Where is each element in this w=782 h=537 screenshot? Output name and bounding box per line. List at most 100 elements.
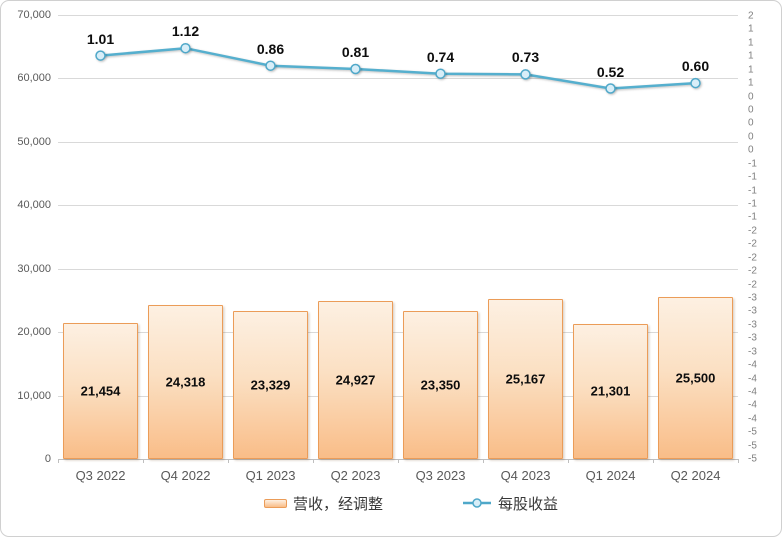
line-value-label: 0.86 (256, 40, 285, 57)
legend-label-eps: 每股收益 (498, 496, 559, 513)
right-axis-tick-label: -1 (748, 185, 757, 196)
bar (403, 310, 478, 459)
right-axis-tick-label: 1 (748, 64, 754, 76)
bar (233, 311, 308, 459)
gridline (58, 395, 738, 397)
right-axis-tick-label: 2 (748, 10, 754, 22)
x-axis-label: Q2 2023 (330, 468, 381, 483)
line-marker (180, 42, 191, 54)
right-axis-tick-label: -4 (748, 359, 757, 371)
right-axis-tick-label: 0 (748, 91, 754, 102)
x-axis-tick-mark (738, 459, 739, 463)
bar-value-label: 24,927 (335, 372, 376, 388)
bar-swatch-icon (264, 498, 287, 508)
line-marker-swatch-icon (463, 498, 491, 508)
right-axis-tick-label: -4 (748, 373, 757, 384)
left-axis-tick-label: 70,000 (17, 9, 51, 21)
x-axis-label: Q3 2023 (415, 468, 466, 483)
right-axis-tick-label: -1 (748, 198, 757, 210)
right-axis-tick-label: -3 (748, 332, 757, 344)
x-axis-tick-mark (568, 459, 569, 463)
bar (148, 304, 223, 459)
right-axis-tick-label: 1 (748, 77, 754, 89)
line-value-label: 1.01 (86, 30, 115, 47)
gridline (58, 205, 738, 207)
x-axis-label: Q1 2024 (585, 468, 636, 483)
right-axis-tick-label: -3 (748, 305, 757, 317)
line-value-label: 1.12 (171, 23, 200, 40)
x-axis-tick-mark (313, 459, 314, 463)
legend-label-revenue: 营收，经调整 (293, 496, 384, 513)
right-axis-tick-label: 1 (748, 37, 754, 49)
right-axis-tick-label: -1 (748, 211, 757, 223)
right-axis-tick-label: -2 (748, 265, 757, 277)
x-axis-label: Q4 2023 (500, 468, 551, 483)
bar (573, 323, 648, 459)
gridline (58, 332, 738, 334)
right-axis-tick-label: -3 (748, 346, 757, 358)
x-axis-label: Q2 2024 (670, 468, 721, 483)
left-axis-tick-label: 30,000 (17, 262, 51, 275)
bar-value-label: 23,350 (420, 377, 461, 393)
left-axis-tick-label: 50,000 (17, 135, 51, 148)
x-axis-label: Q1 2023 (245, 468, 296, 483)
x-axis-label: Q3 2022 (75, 468, 126, 483)
right-axis-tick-label: -2 (748, 238, 757, 250)
line-marker (690, 77, 701, 89)
right-axis-tick-label: 0 (748, 117, 754, 129)
gridline (58, 268, 738, 270)
right-axis-tick-label: -2 (748, 252, 757, 264)
bar-value-label: 21,301 (590, 383, 631, 399)
right-axis-tick-label: 0 (748, 104, 754, 116)
right-axis-tick-label: -3 (748, 319, 757, 331)
bar-value-label: 24,318 (165, 374, 206, 390)
x-axis-tick-mark (398, 459, 399, 463)
x-axis-label: Q4 2022 (160, 468, 211, 483)
legend-item-eps: 每股收益 (462, 493, 558, 513)
bar (658, 297, 733, 459)
left-axis-tick-label: 60,000 (17, 72, 51, 85)
right-axis-tick-label: 1 (748, 50, 754, 62)
bar-value-label: 25,500 (675, 370, 716, 386)
right-axis-tick-label: 1 (748, 23, 754, 35)
left-axis-tick-label: 0 (44, 453, 51, 465)
x-axis-tick-mark (143, 459, 144, 463)
line-marker (265, 60, 276, 71)
legend-item-revenue: 营收，经调整 (264, 493, 383, 513)
left-axis-tick-label: 10,000 (17, 389, 51, 402)
bar-value-label: 25,167 (505, 371, 546, 387)
line-value-label: 0.74 (426, 48, 455, 65)
bar-value-label: 23,329 (250, 377, 291, 393)
line-value-label: 0.52 (596, 63, 625, 80)
right-axis-tick-label: -4 (748, 413, 757, 425)
x-axis-tick-mark (58, 459, 59, 463)
line-marker (435, 68, 446, 79)
right-axis-tick-label: -5 (748, 426, 757, 438)
bar (488, 299, 563, 459)
x-axis-tick-mark (653, 459, 654, 463)
bar (63, 322, 138, 459)
gridline (58, 141, 738, 143)
right-axis-tick-label: -3 (748, 292, 757, 304)
line-value-label: 0.81 (341, 44, 370, 60)
right-axis-tick-label: -4 (748, 386, 757, 398)
line-value-label: 0.73 (511, 49, 540, 66)
gridline (58, 78, 738, 80)
gridline (58, 15, 738, 16)
line-marker (350, 63, 361, 75)
line-marker (605, 83, 616, 94)
right-axis-tick-label: -2 (748, 279, 757, 290)
right-axis-tick-label: -1 (748, 158, 757, 170)
right-axis-tick-label: -1 (748, 171, 757, 183)
line-value-label: 0.60 (681, 58, 710, 75)
line-marker (95, 50, 106, 61)
legend: 营收，经调整 每股收益 (1, 493, 781, 519)
right-axis-tick-label: -2 (748, 225, 757, 237)
right-axis-tick-label: -4 (748, 399, 757, 411)
x-axis-tick-mark (483, 459, 484, 463)
right-axis-tick-label: 0 (748, 144, 754, 156)
right-axis-tick-label: -5 (748, 453, 757, 465)
bar (318, 300, 393, 459)
bar-value-label: 21,454 (80, 383, 121, 399)
